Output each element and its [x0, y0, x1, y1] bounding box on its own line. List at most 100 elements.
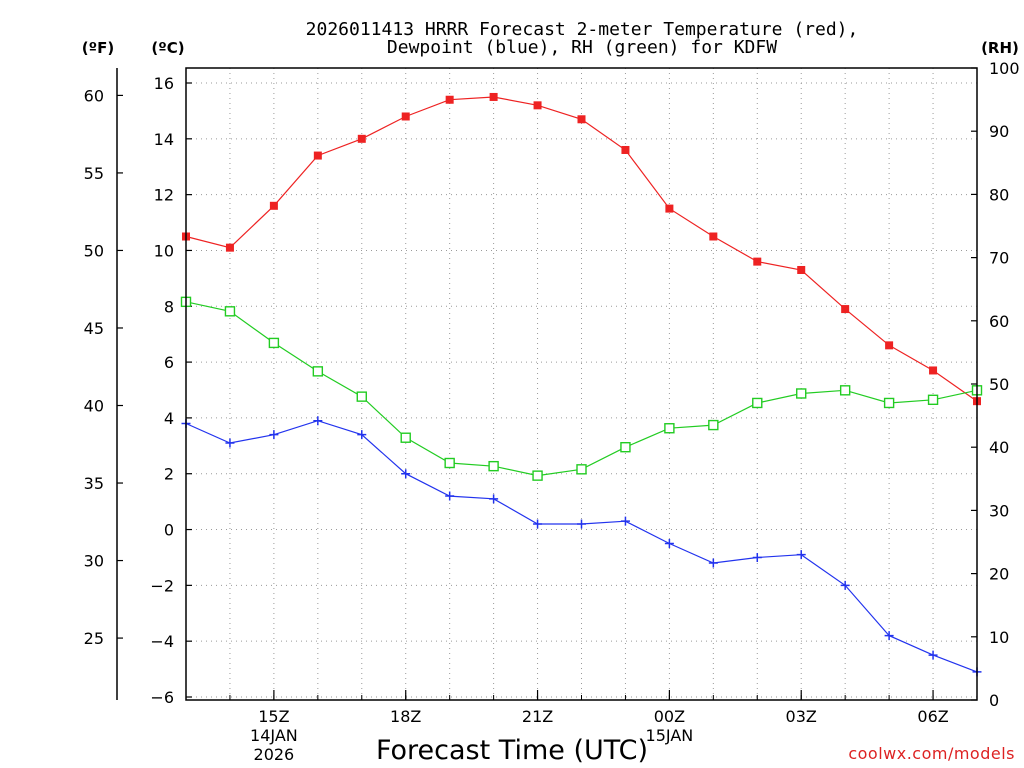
celsius-tick-label: 6: [164, 353, 174, 372]
rh-tick-label: 20: [989, 565, 1009, 584]
celsius-tick-label: 10: [154, 241, 174, 260]
dewpoint-point: [489, 494, 499, 504]
celsius-tick-label: 2: [164, 465, 174, 484]
rh-tick-label: 70: [989, 249, 1009, 268]
rh-tick-label: 10: [989, 628, 1009, 647]
temperature-point: [577, 115, 586, 124]
plot-frame: [185, 67, 978, 701]
rh-tick-label: 60: [989, 312, 1009, 331]
x-tick-label: 03Z: [786, 707, 817, 726]
temperature-point: [621, 145, 630, 154]
celsius-tick-label: 16: [154, 74, 174, 93]
rh-point: [224, 306, 236, 317]
temperature-point: [929, 366, 938, 375]
rh-point: [576, 464, 587, 475]
fahrenheit-tick-label: 45: [84, 319, 104, 338]
rh-point: [708, 419, 719, 431]
dewpoint-point: [664, 539, 674, 548]
fahrenheit-tick-label: 40: [84, 397, 104, 416]
fahrenheit-unit-label: (ºF): [82, 39, 114, 57]
x-tick-label: 15Z: [258, 707, 289, 726]
dewpoint-point: [796, 550, 806, 560]
rh-tick-label: 40: [989, 438, 1009, 457]
rh-point: [444, 457, 455, 469]
dewpoint-point: [225, 438, 235, 448]
fahrenheit-tick-label: 35: [84, 474, 104, 493]
rh-tick-label: 90: [989, 122, 1009, 141]
temperature-point: [665, 204, 674, 213]
temperature-point: [841, 305, 850, 314]
temperature-point: [709, 232, 718, 241]
rh-point: [664, 423, 675, 434]
rh-tick-label: 100: [989, 59, 1020, 78]
x-date-label: 14JAN: [250, 726, 298, 745]
dewpoint-point: [752, 552, 762, 562]
rh-point: [268, 337, 280, 349]
celsius-tick-label: −6: [150, 688, 174, 707]
x-year-label: 2026: [254, 745, 295, 764]
axes: [117, 67, 977, 701]
temperature-point: [445, 95, 454, 104]
rh-point: [356, 391, 367, 402]
celsius-tick-label: 12: [154, 186, 174, 205]
celsius-tick-label: 8: [164, 297, 174, 316]
chart-title-line-2: Dewpoint (blue), RH (green) for KDFW: [387, 37, 777, 58]
dewpoint-point: [577, 519, 586, 529]
fahrenheit-tick-label: 60: [84, 86, 104, 105]
rh-point: [488, 460, 499, 472]
rh-tick-label: 80: [989, 185, 1009, 204]
grid-lines: [186, 68, 977, 700]
celsius-tick-label: 4: [164, 409, 174, 428]
temperature-point: [753, 257, 762, 266]
x-tick-label: 06Z: [917, 707, 948, 726]
fahrenheit-tick-label: 30: [84, 552, 104, 571]
dewpoint-point: [840, 580, 850, 590]
fahrenheit-tick-label: 50: [84, 241, 104, 260]
x-tick-label: 21Z: [522, 707, 553, 726]
x-date-label: 15JAN: [646, 726, 694, 745]
celsius-tick-label: −4: [150, 632, 174, 651]
celsius-tick-label: 0: [164, 521, 174, 540]
temperature-point: [225, 243, 234, 252]
temperature-point: [885, 341, 894, 350]
rh-point: [883, 397, 895, 409]
temperature-point: [797, 265, 806, 274]
rh-point: [796, 388, 807, 399]
x-tick-label: 18Z: [390, 707, 421, 726]
dewpoint-point: [884, 631, 894, 641]
temperature-point: [357, 134, 366, 143]
chart-title-line-1: 2026011413 HRRR Forecast 2-meter Tempera…: [306, 19, 859, 40]
dewpoint-point: [313, 416, 323, 426]
dewpoint-point: [401, 469, 411, 479]
rh-tick-label: 30: [989, 501, 1009, 520]
rh-point: [400, 432, 411, 443]
temperature-point: [533, 101, 542, 110]
dewpoint-point: [533, 519, 543, 529]
x-axis-title: Forecast Time (UTC): [376, 735, 648, 766]
rh-point: [927, 394, 939, 405]
rh-point: [620, 442, 631, 453]
dewpoint-point: [708, 558, 718, 568]
dewpoint-point: [269, 430, 279, 440]
credit-text: coolwx.com/models: [848, 744, 1015, 763]
rh-unit-label: (RH): [981, 39, 1019, 57]
rh-point: [752, 397, 763, 409]
rh-point: [312, 366, 324, 377]
celsius-tick-label: 14: [154, 130, 174, 149]
celsius-unit-label: (ºC): [151, 39, 184, 57]
temperature-point: [401, 112, 410, 121]
rh-point: [839, 385, 851, 396]
temperature-point: [269, 201, 278, 210]
celsius-tick-label: −2: [150, 576, 174, 595]
dewpoint-point: [928, 650, 938, 660]
rh-tick-label: 0: [989, 691, 999, 710]
temperature-point: [313, 151, 322, 160]
rh-point: [532, 470, 543, 481]
dewpoint-point: [445, 491, 455, 501]
rh-tick-label: 50: [989, 375, 1009, 394]
temperature-point: [489, 92, 498, 101]
temperature-line: [185, 96, 978, 402]
x-tick-label: 00Z: [654, 707, 685, 726]
